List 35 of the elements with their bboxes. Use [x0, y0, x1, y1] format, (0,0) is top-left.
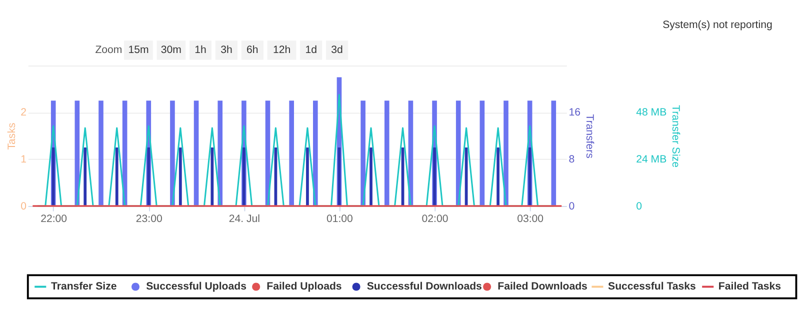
y2-tick-label: 8 — [568, 154, 575, 166]
text: 6h — [246, 44, 258, 56]
legend-label: Successful Uploads — [146, 280, 247, 293]
x-tick-label: 24. Jul — [228, 212, 260, 225]
y2-tick-label: 16 — [568, 106, 581, 119]
y-tick-label: 1 — [20, 154, 27, 166]
text: 12h — [272, 44, 291, 56]
x-tick-label: 02:00 — [422, 212, 448, 225]
text: System(s) not reporting — [662, 19, 772, 32]
text: 1d — [305, 44, 318, 56]
y3-tick-label: 24 MB — [636, 154, 667, 166]
legend-label: Failed Downloads — [498, 280, 588, 293]
legend-label: Failed Tasks — [718, 280, 782, 293]
text: 3d — [331, 44, 344, 56]
y-axis-title: Tasks — [6, 122, 18, 150]
y2-axis-title: Transfers — [583, 114, 596, 158]
legend-label: Failed Uploads — [266, 280, 342, 293]
y-tick-label: 2 — [20, 106, 27, 119]
y3-tick-label: 48 MB — [636, 106, 667, 119]
legend-label: Transfer Size — [50, 280, 117, 293]
y3-tick-label: 0 — [636, 200, 642, 212]
text: 15m — [128, 44, 149, 56]
x-tick-label: 22:00 — [40, 212, 68, 225]
y3-axis-title: Transfer Size — [669, 105, 682, 168]
legend-label: Successful Tasks — [608, 280, 696, 293]
y-tick-label: 0 — [20, 200, 27, 212]
x-tick-label: 01:00 — [326, 212, 354, 225]
text: Zoom — [95, 44, 122, 56]
x-tick-label: 03:00 — [517, 212, 544, 225]
x-tick-label: 23:00 — [136, 212, 162, 225]
legend-label: Successful Downloads — [366, 280, 482, 293]
text: 3h — [220, 44, 232, 56]
y2-tick-label: 0 — [568, 200, 575, 212]
text: 1h — [194, 44, 206, 56]
text: 30m — [160, 44, 182, 56]
